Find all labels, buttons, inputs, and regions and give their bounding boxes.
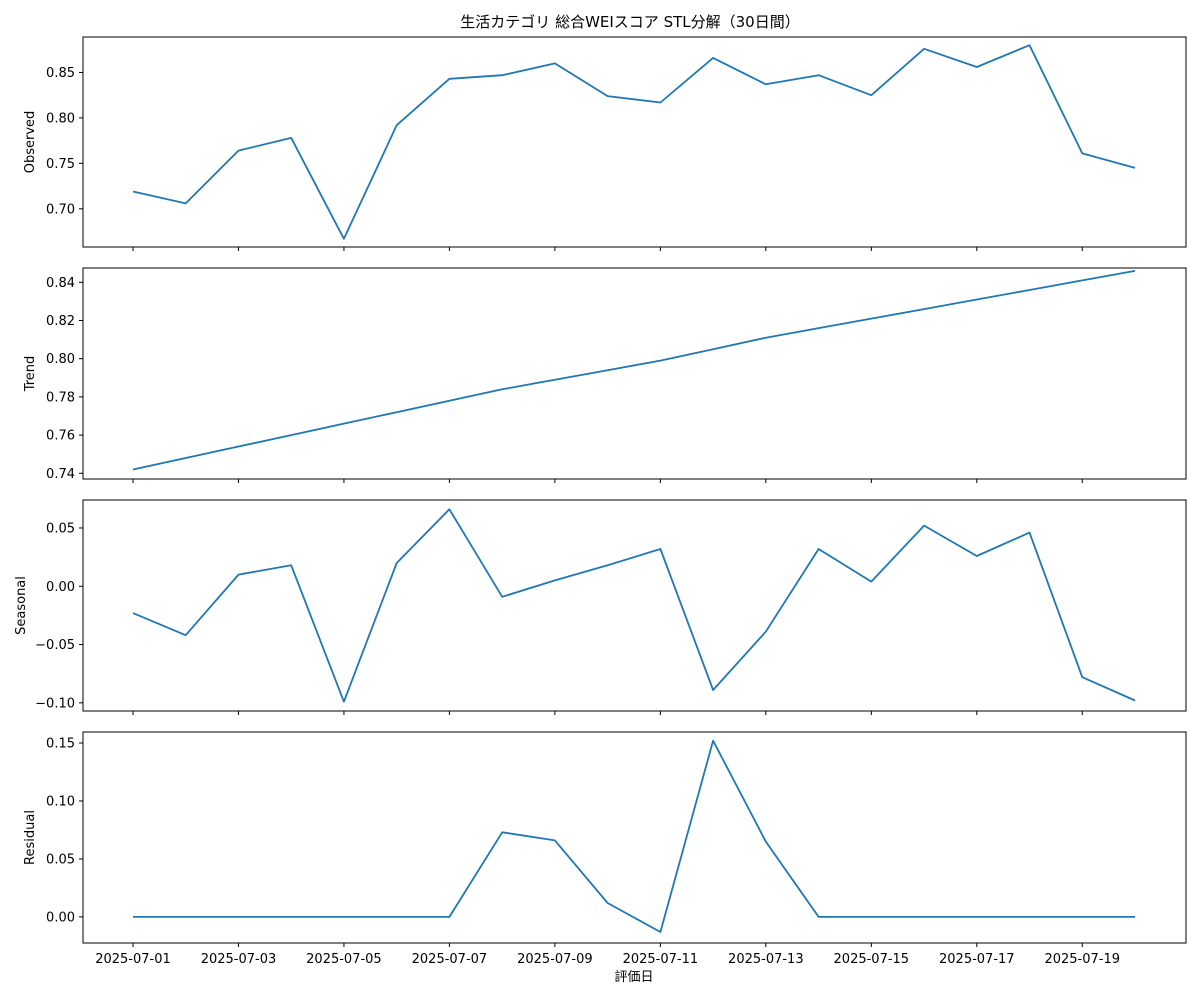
x-tick-label: 2025-07-13 xyxy=(728,952,804,967)
y-tick-label: 0.05 xyxy=(46,521,75,536)
panel-trend: 0.74 0.76 0.78 0.80 0.82 0.84 Trend xyxy=(23,268,1186,483)
series-line-residual xyxy=(133,741,1135,932)
y-tick-label: 0.85 xyxy=(46,66,75,81)
series-line-observed xyxy=(133,45,1135,239)
y-tick-label: 0.75 xyxy=(46,157,75,172)
y-tick-label: 0.80 xyxy=(46,352,75,367)
chart-title: 生活カテゴリ 総合WEIスコア STL分解（30日間） xyxy=(460,13,799,31)
y-axis-label-observed: Observed xyxy=(23,111,38,174)
y-tick-label: 0.15 xyxy=(46,737,75,752)
y-tick-label: 0.80 xyxy=(46,111,75,126)
y-tick-label: −0.10 xyxy=(35,696,75,711)
x-tick-label: 2025-07-09 xyxy=(517,952,593,967)
x-tick-label: 2025-07-05 xyxy=(306,952,382,967)
y-axis-label-residual: Residual xyxy=(23,810,38,865)
x-tick-label: 2025-07-07 xyxy=(412,952,488,967)
x-tick-label: 2025-07-15 xyxy=(834,952,910,967)
panel-seasonal: −0.10 −0.05 0.00 0.05 Seasonal xyxy=(14,500,1186,715)
y-tick-label: 0.82 xyxy=(46,314,75,329)
y-tick-label: −0.05 xyxy=(35,638,75,653)
x-tick-label: 2025-07-19 xyxy=(1044,952,1120,967)
y-axis-label-seasonal: Seasonal xyxy=(14,576,29,635)
y-tick-label: 0.84 xyxy=(46,276,75,291)
y-tick-label: 0.00 xyxy=(46,580,75,595)
x-tick-label: 2025-07-17 xyxy=(939,952,1015,967)
x-tick-label: 2025-07-01 xyxy=(95,952,171,967)
x-tick-label: 2025-07-03 xyxy=(201,952,277,967)
y-tick-label: 0.10 xyxy=(46,794,75,809)
panel-observed: 0.70 0.75 0.80 0.85 Observed xyxy=(23,37,1186,251)
y-tick-label: 0.78 xyxy=(46,390,75,405)
panel-frame xyxy=(83,732,1186,943)
series-line-seasonal xyxy=(133,509,1135,701)
y-tick-label: 0.76 xyxy=(46,429,75,444)
panel-frame xyxy=(83,500,1186,711)
panel-frame xyxy=(83,37,1186,247)
y-tick-label: 0.00 xyxy=(46,910,75,925)
y-tick-label: 0.74 xyxy=(46,467,75,482)
series-line-trend xyxy=(133,271,1135,470)
x-axis-label: 評価日 xyxy=(614,970,653,985)
panel-frame xyxy=(83,268,1186,479)
x-tick-label: 2025-07-11 xyxy=(623,952,699,967)
panel-residual: 0.00 0.05 0.10 0.15 Residual 2025-07-01 2025-0… xyxy=(23,732,1186,967)
y-axis-label-trend: Trend xyxy=(23,356,38,393)
y-tick-label: 0.70 xyxy=(46,202,75,217)
y-tick-label: 0.05 xyxy=(46,852,75,867)
